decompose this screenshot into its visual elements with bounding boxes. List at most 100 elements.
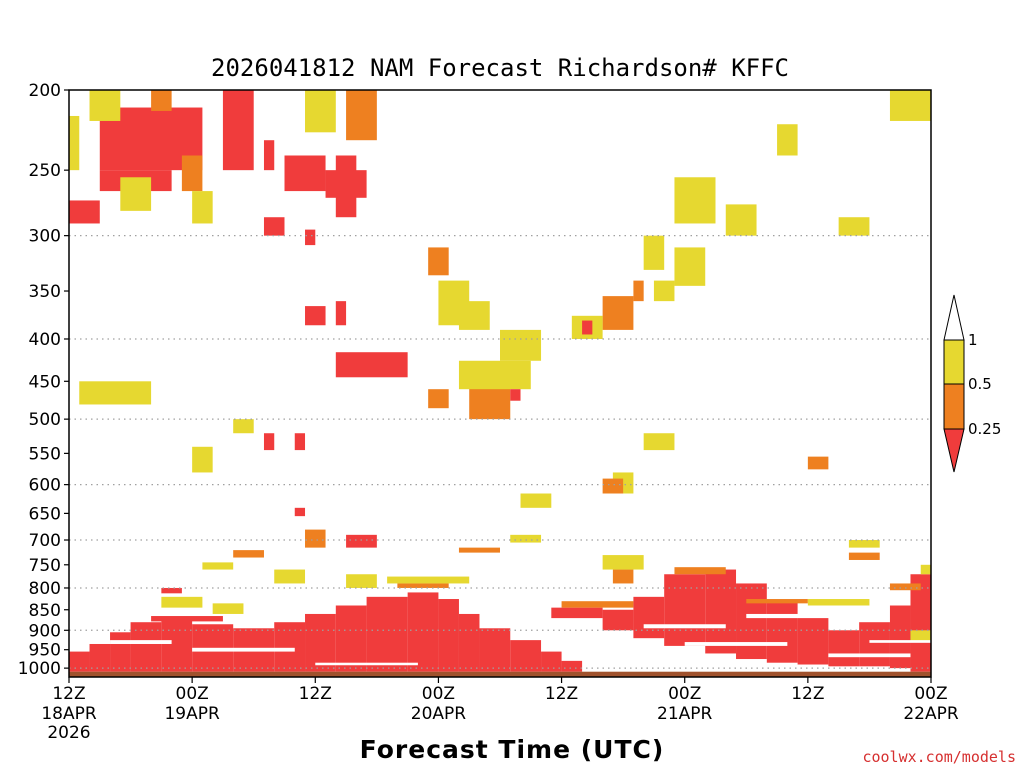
ri-patch-high bbox=[120, 177, 152, 211]
ri-patch-mid bbox=[346, 90, 377, 141]
x-tick-year: 2026 bbox=[47, 723, 90, 743]
ri-patch-low bbox=[561, 660, 583, 672]
ri-patch-low bbox=[541, 651, 562, 672]
ri-patch-high bbox=[889, 90, 931, 121]
y-tick-label: 600 bbox=[29, 476, 61, 496]
colorbar-top-triangle bbox=[943, 294, 965, 341]
colorbar-label: 0.5 bbox=[968, 375, 992, 393]
y-tick-label: 1000 bbox=[18, 659, 61, 679]
ri-patch-low bbox=[274, 622, 306, 672]
chart-title: 2026041812 NAM Forecast Richardson# KFFC bbox=[211, 54, 789, 82]
ri-gap bbox=[746, 613, 849, 619]
ri-patch-high bbox=[305, 90, 336, 133]
ri-patch-high bbox=[274, 569, 306, 584]
ri-patch-low bbox=[263, 217, 285, 236]
grid-lines bbox=[69, 235, 931, 669]
ri-patch-low bbox=[551, 607, 603, 619]
y-tick-label: 650 bbox=[29, 504, 61, 524]
ri-patch-low bbox=[294, 433, 306, 451]
ri-patch-low bbox=[335, 352, 408, 378]
ri-patch-low bbox=[284, 155, 326, 192]
ri-patch-low bbox=[664, 574, 706, 646]
ri-patch-mid bbox=[848, 552, 880, 560]
ri-patch-low bbox=[346, 534, 377, 548]
ri-gap bbox=[315, 662, 418, 666]
x-tick-label: 12Z bbox=[52, 684, 85, 704]
ri-patch-low bbox=[828, 630, 860, 667]
ri-patch-low bbox=[910, 574, 931, 672]
ri-patch-low bbox=[705, 569, 737, 654]
y-tick-label: 200 bbox=[29, 81, 61, 101]
ri-patch-high bbox=[520, 493, 552, 508]
y-tick-label: 350 bbox=[29, 282, 61, 302]
colorbar-bin-mid bbox=[943, 383, 965, 430]
ri-patch-low bbox=[305, 306, 326, 326]
y-tick-label: 850 bbox=[29, 601, 61, 621]
ri-patch-mid bbox=[561, 601, 634, 608]
x-tick-date: 21APR bbox=[657, 704, 713, 724]
ri-patch-high bbox=[387, 576, 470, 584]
x-tick-date: 20APR bbox=[411, 704, 467, 724]
ri-patch-low bbox=[263, 433, 275, 451]
ri-patch-mid bbox=[807, 456, 829, 470]
ri-patch-low bbox=[161, 618, 193, 672]
ri-patch-mid bbox=[233, 550, 264, 558]
ri-patch-low bbox=[582, 320, 593, 335]
ri-patch-high bbox=[674, 247, 706, 286]
ri-patch-high bbox=[458, 301, 490, 330]
ri-patch-high bbox=[89, 90, 121, 121]
ri-patch-high bbox=[725, 204, 757, 236]
ri-patch-high bbox=[212, 603, 244, 614]
ground-fill bbox=[69, 671, 931, 677]
ri-patch-high bbox=[838, 217, 870, 236]
ri-patch-high bbox=[777, 124, 798, 156]
ri-patch-high bbox=[643, 433, 675, 451]
ri-patch-high bbox=[510, 534, 542, 543]
y-tick-label: 950 bbox=[29, 641, 61, 661]
ri-patch-low bbox=[222, 90, 254, 171]
y-tick-label: 750 bbox=[29, 556, 61, 576]
ri-patch-mid bbox=[746, 599, 808, 604]
ri-gap bbox=[643, 624, 726, 629]
ri-patch-high bbox=[161, 596, 203, 608]
x-tick-label: 00Z bbox=[176, 684, 209, 704]
ri-patch-low bbox=[335, 605, 367, 672]
y-tick-label: 700 bbox=[29, 531, 61, 551]
credit-text: coolwx.com/models bbox=[862, 748, 1016, 766]
ri-patch-high bbox=[807, 599, 870, 606]
ri-patch-low bbox=[69, 200, 100, 224]
ri-patch-high bbox=[920, 564, 931, 575]
ri-patch-high bbox=[910, 630, 931, 643]
ri-patch-low bbox=[438, 599, 459, 672]
y-tick-label: 900 bbox=[29, 621, 61, 641]
x-tick-label: 00Z bbox=[422, 684, 455, 704]
colorbar-bin-high bbox=[943, 339, 965, 385]
y-tick-label: 800 bbox=[29, 579, 61, 599]
ri-patch-high bbox=[346, 574, 377, 588]
ri-patch-mid bbox=[602, 296, 634, 330]
x-tick-label: 00Z bbox=[914, 684, 947, 704]
ri-patch-low bbox=[89, 643, 111, 672]
x-tick-date: 22APR bbox=[903, 704, 959, 724]
colorbar-label: 1 bbox=[968, 331, 978, 349]
y-tick-label: 300 bbox=[29, 227, 61, 247]
x-tick-label: 00Z bbox=[668, 684, 701, 704]
plot-frame bbox=[68, 89, 932, 678]
x-tick-label: 12Z bbox=[299, 684, 332, 704]
ri-patch-mid bbox=[428, 389, 449, 409]
ri-patch-low bbox=[294, 507, 306, 517]
ri-patch-low bbox=[797, 616, 829, 665]
ri-patch-low bbox=[889, 605, 911, 669]
colorbar: 1 0.5 0.25 bbox=[943, 294, 1001, 473]
ri-gap bbox=[110, 640, 172, 644]
ri-patch-low bbox=[305, 613, 336, 672]
ri-patch-low bbox=[510, 640, 542, 672]
ri-patch-high bbox=[192, 191, 213, 224]
ri-patch-high bbox=[643, 235, 665, 270]
ri-patch-high bbox=[192, 446, 213, 473]
x-tick-label: 12Z bbox=[545, 684, 578, 704]
ri-patch-mid bbox=[397, 583, 449, 588]
ri-patch-low bbox=[736, 583, 767, 660]
